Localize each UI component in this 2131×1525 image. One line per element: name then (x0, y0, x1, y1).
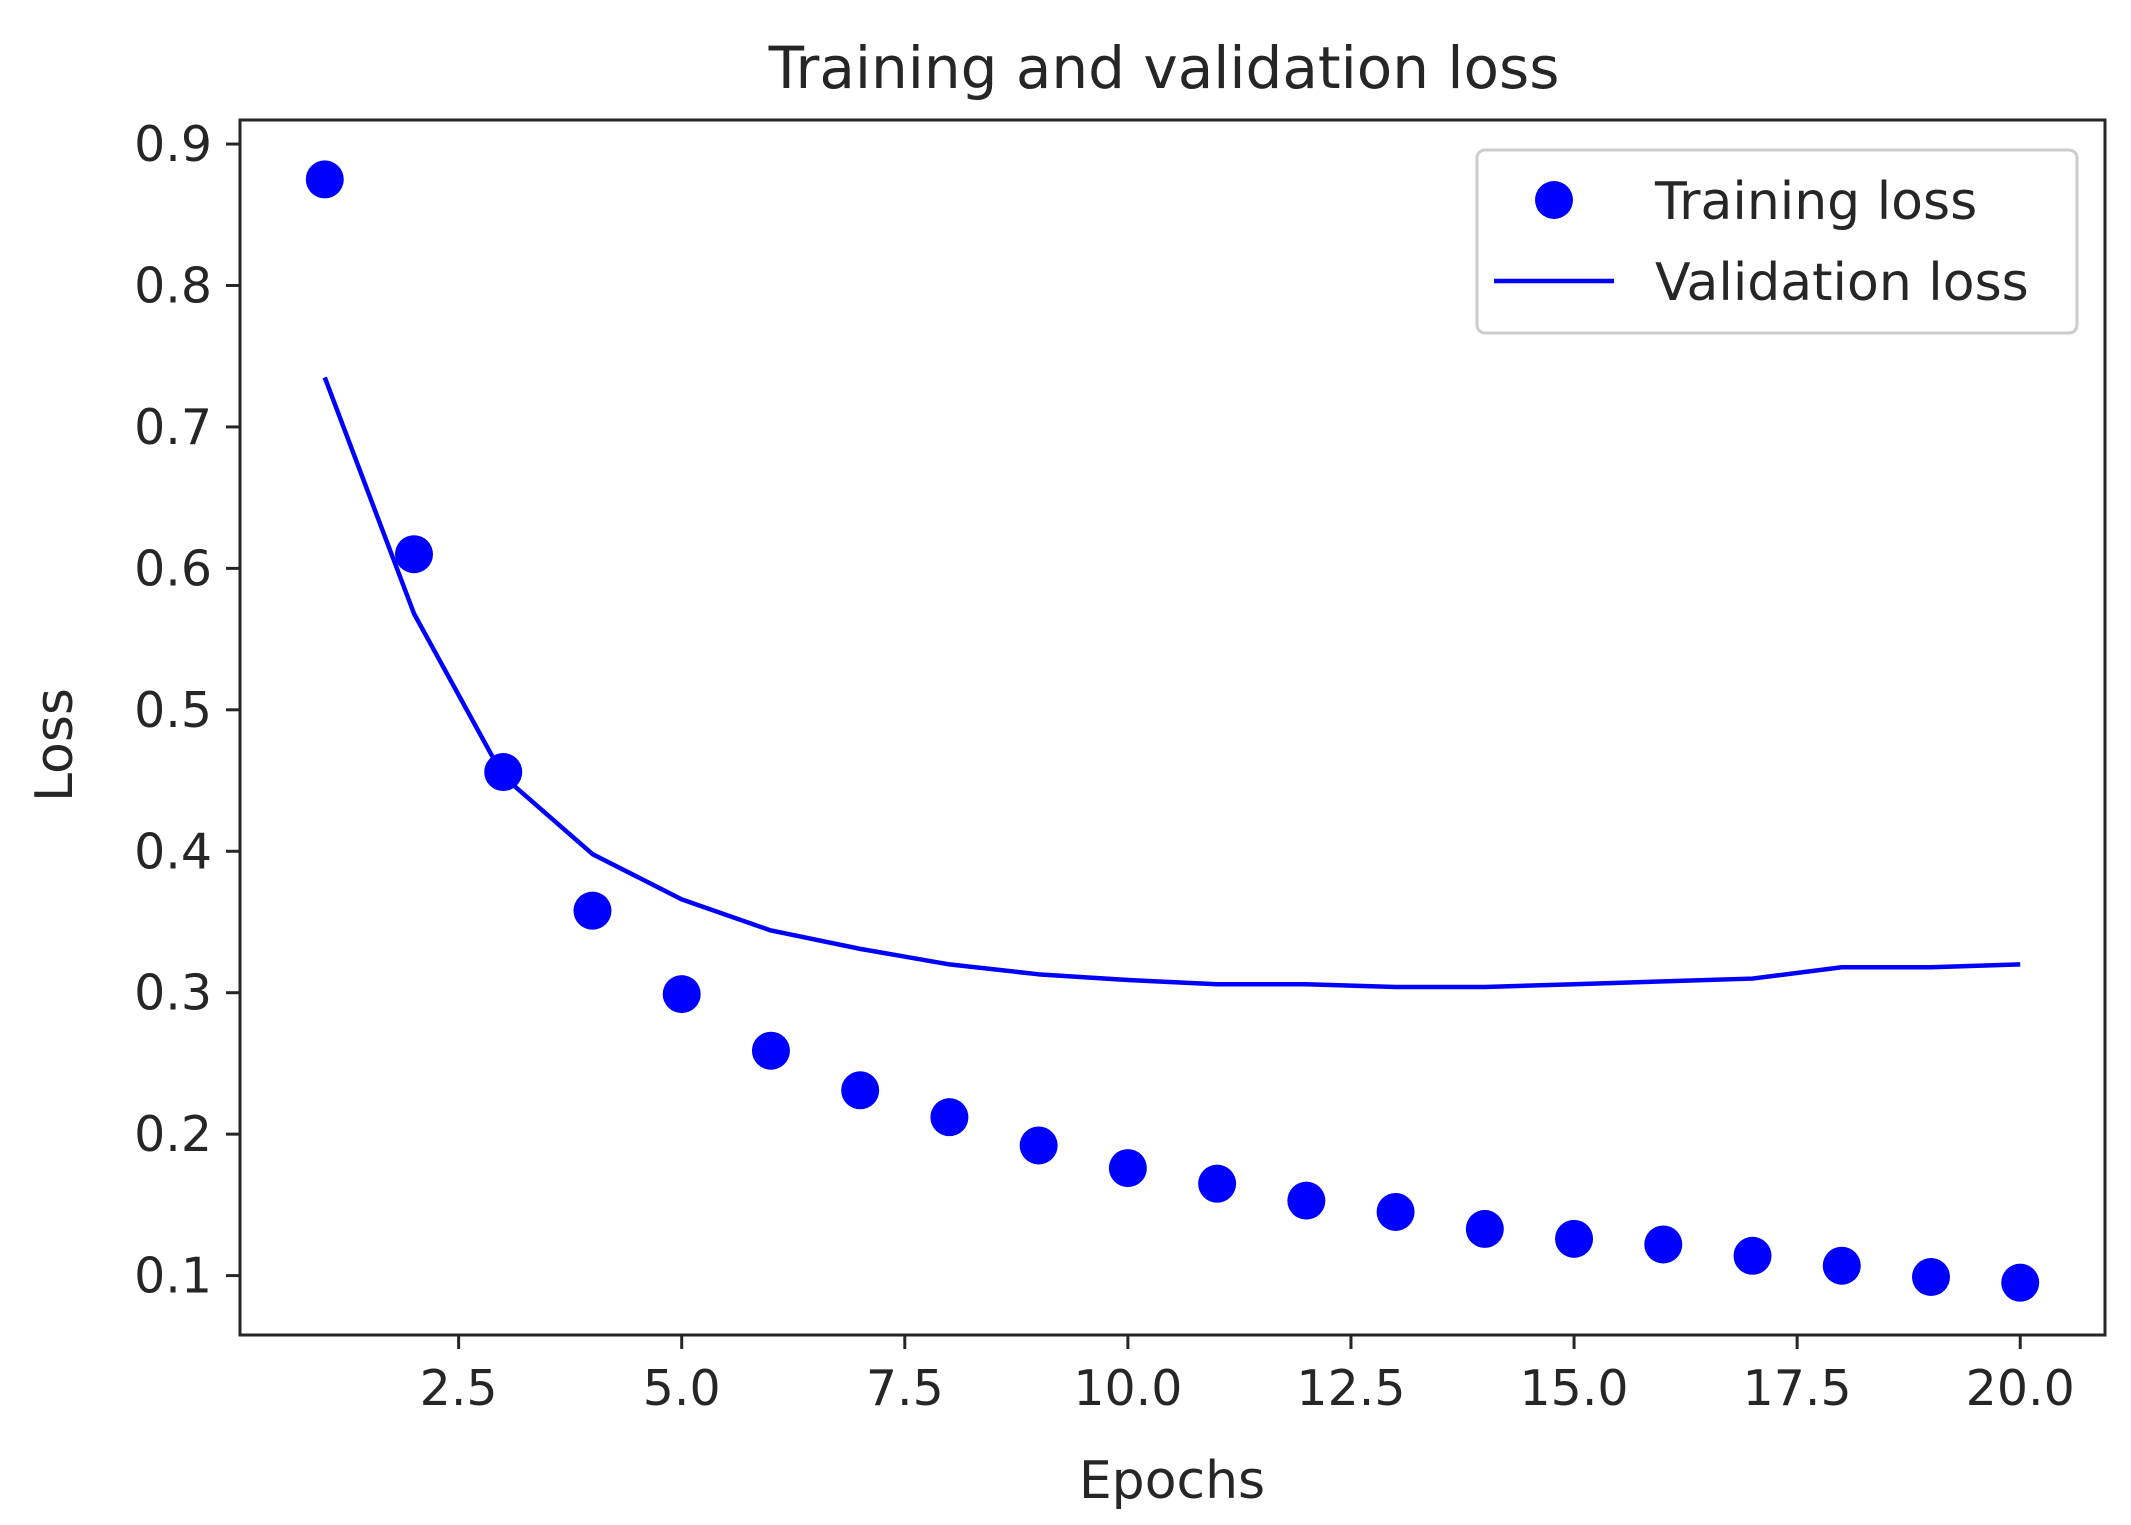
y-tick-label: 0.8 (134, 257, 212, 314)
x-tick-label: 2.5 (420, 1360, 498, 1417)
y-axis-label: Loss (25, 688, 85, 802)
x-tick-label: 20.0 (1966, 1360, 2075, 1417)
x-tick-label: 5.0 (643, 1360, 721, 1417)
y-tick-label: 0.2 (134, 1106, 212, 1163)
legend-validation-label: Validation loss (1655, 253, 2029, 313)
training-loss-point (305, 160, 344, 199)
x-tick-label: 7.5 (866, 1360, 944, 1417)
training-loss-point (1733, 1236, 1772, 1275)
x-axis: 2.5 5.0 7.5 10.0 12.5 15.0 17.5 20.0 (420, 1335, 2075, 1417)
series-layer (305, 160, 2040, 1302)
training-loss-point (573, 891, 612, 930)
training-loss-point (2001, 1263, 2040, 1302)
y-tick-label: 0.6 (134, 540, 212, 597)
chart-title: Training and validation loss (768, 34, 1560, 102)
y-tick-label: 0.5 (134, 682, 212, 739)
y-tick-label: 0.3 (134, 965, 212, 1022)
legend-training-label: Training loss (1654, 172, 1977, 232)
training-loss-point (1108, 1149, 1147, 1188)
training-loss-point (1555, 1219, 1594, 1258)
training-loss-point (1019, 1126, 1058, 1165)
y-axis: 0.1 0.2 0.3 0.4 0.5 0.6 0.7 0.8 0.9 (134, 116, 240, 1305)
training-loss-point (484, 753, 523, 792)
training-loss-point (662, 975, 701, 1014)
y-tick-label: 0.1 (134, 1248, 212, 1305)
training-loss-point (1376, 1192, 1415, 1231)
training-loss-point (1198, 1164, 1237, 1203)
training-loss-point (1465, 1209, 1504, 1248)
training-loss-point (751, 1031, 790, 1070)
training-loss-point (1644, 1225, 1683, 1264)
y-tick-label: 0.9 (134, 116, 212, 173)
x-axis-label: Epochs (1079, 1451, 1265, 1511)
x-tick-label: 17.5 (1743, 1360, 1852, 1417)
x-tick-label: 15.0 (1520, 1360, 1629, 1417)
x-tick-label: 10.0 (1073, 1360, 1182, 1417)
y-tick-label: 0.4 (134, 823, 212, 880)
training-loss-point (930, 1098, 969, 1137)
x-tick-label: 12.5 (1296, 1360, 1405, 1417)
legend-training-marker (1535, 181, 1573, 219)
training-loss-point (841, 1071, 880, 1110)
training-loss-point (1822, 1246, 1861, 1285)
legend-box (1475, 148, 2079, 335)
training-loss-point (395, 535, 434, 574)
training-loss-point (1911, 1258, 1950, 1297)
validation-loss-line (322, 376, 2021, 990)
y-tick-label: 0.7 (134, 399, 212, 456)
legend: Training loss Validation loss (1475, 148, 2079, 335)
training-loss-point (1287, 1181, 1326, 1220)
